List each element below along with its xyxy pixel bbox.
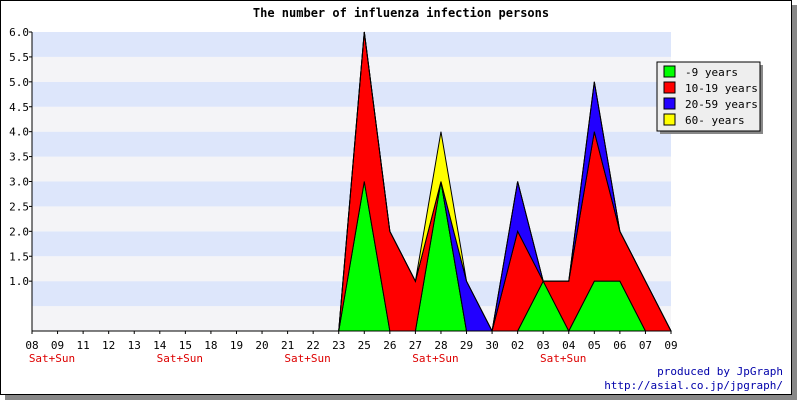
plot-band	[32, 131, 671, 157]
x-tick-label: 19	[230, 339, 243, 352]
weekend-label: Sat+Sun	[284, 352, 330, 365]
y-tick-labels: 6.0 5.5 5.0 4.5 4.0 3.5 3.0 2.5 2.0 1.5 1.0	[9, 26, 29, 288]
weekend-label: Sat+Sun	[540, 352, 586, 365]
weekend-label: Sat+Sun	[412, 352, 458, 365]
x-tick-label: 26	[383, 339, 396, 352]
x-tick-label: 28	[434, 339, 447, 352]
x-tick-label: 18	[204, 339, 217, 352]
weekend-label: Sat+Sun	[29, 352, 75, 365]
plot-band	[32, 81, 671, 107]
plot-band	[32, 56, 671, 82]
legend-label: 10-19 years	[685, 82, 758, 95]
x-tick-label: 14	[153, 339, 167, 352]
y-tick-label: 1.5	[9, 250, 29, 263]
plot-band	[32, 32, 671, 57]
x-tick-label: 13	[128, 339, 141, 352]
credit-link[interactable]: http://asial.co.jp/jpgraph/	[604, 379, 783, 392]
x-tick-label: 25	[358, 339, 371, 352]
x-tick-label: 07	[639, 339, 652, 352]
x-tick-label: 23	[332, 339, 345, 352]
plot-band	[32, 106, 671, 132]
x-tick-label: 03	[537, 339, 550, 352]
credit-line-1: produced by JpGraph	[657, 365, 783, 378]
y-tick-label: 4.0	[9, 126, 29, 139]
y-tick-label: 2.0	[9, 225, 29, 238]
y-tick-label: 5.0	[9, 76, 29, 89]
legend-swatch	[663, 113, 676, 126]
x-tick-label: 30	[485, 339, 498, 352]
x-tick-label: 08	[25, 339, 38, 352]
x-tick-label: 27	[409, 339, 422, 352]
chart-frame: The number of influenza infection person…	[0, 0, 792, 395]
influenza-area-chart: The number of influenza infection person…	[9, 6, 783, 392]
y-tick-label: 3.0	[9, 176, 29, 189]
x-tick-label: 02	[511, 339, 524, 352]
axes	[29, 31, 672, 334]
legend-swatch	[663, 65, 676, 78]
y-tick-label: 2.5	[9, 200, 29, 213]
x-tick-label: 05	[588, 339, 601, 352]
x-tick-label: 15	[179, 339, 192, 352]
x-tick-label: 20	[255, 339, 268, 352]
y-tick-label: 4.5	[9, 101, 29, 114]
legend-label: 20-59 years	[685, 98, 758, 111]
y-tick-label: 1.0	[9, 275, 29, 288]
x-tick-label: 12	[102, 339, 115, 352]
y-tick-label: 5.5	[9, 51, 29, 64]
weekend-labels: Sat+Sun Sat+Sun Sat+Sun Sat+Sun Sat+Sun	[29, 352, 587, 365]
chart-title: The number of influenza infection person…	[253, 6, 549, 20]
x-tick-label: 29	[460, 339, 473, 352]
x-tick-label: 09	[51, 339, 64, 352]
legend-swatch	[663, 81, 676, 94]
y-tick-label: 3.5	[9, 151, 29, 164]
x-tick-label: 11	[76, 339, 89, 352]
weekend-label: Sat+Sun	[157, 352, 203, 365]
y-tick-label: 6.0	[9, 26, 29, 39]
x-tick-labels: 08 09 11 12 13 14 15 18 19 20 21 22 23 25 26 27 28 29 30 02…	[25, 339, 677, 352]
x-tick-label: 22	[307, 339, 320, 352]
legend-label: -9 years	[685, 66, 738, 79]
x-tick-label: 21	[281, 339, 294, 352]
x-tick-label: 04	[562, 339, 576, 352]
legend: -9 years 10-19 years 20-59 years 60- years	[656, 61, 763, 134]
x-tick-label: 09	[664, 339, 677, 352]
x-tick-label: 06	[613, 339, 626, 352]
legend-swatch	[663, 97, 676, 110]
legend-label: 60- years	[685, 114, 745, 127]
